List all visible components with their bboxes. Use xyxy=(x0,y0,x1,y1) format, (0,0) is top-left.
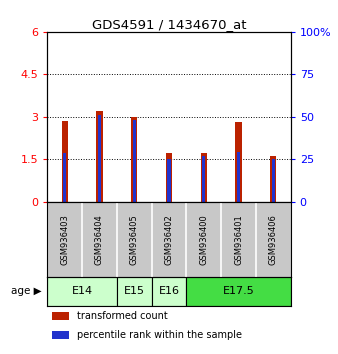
Text: GSM936401: GSM936401 xyxy=(234,214,243,265)
Title: GDS4591 / 1434670_at: GDS4591 / 1434670_at xyxy=(92,18,246,31)
Bar xyxy=(131,117,137,202)
Bar xyxy=(52,312,69,320)
Bar xyxy=(167,159,171,202)
Text: age ▶: age ▶ xyxy=(11,286,42,296)
Bar xyxy=(166,153,172,202)
Bar xyxy=(117,277,152,306)
Bar xyxy=(186,277,291,306)
Bar xyxy=(98,115,101,202)
Bar xyxy=(52,331,69,339)
Bar xyxy=(235,122,242,202)
Bar xyxy=(272,159,275,202)
Text: E16: E16 xyxy=(159,286,179,296)
Bar xyxy=(202,156,205,202)
Bar xyxy=(62,121,68,202)
Bar xyxy=(237,152,240,202)
Bar xyxy=(63,153,66,202)
Bar xyxy=(47,277,117,306)
Text: GSM936403: GSM936403 xyxy=(60,214,69,265)
Text: GSM936400: GSM936400 xyxy=(199,214,208,265)
Bar xyxy=(270,156,276,202)
Bar xyxy=(133,120,136,202)
Bar xyxy=(152,277,186,306)
Bar xyxy=(201,153,207,202)
Text: E15: E15 xyxy=(124,286,145,296)
Text: GSM936406: GSM936406 xyxy=(269,214,278,265)
Text: GSM936404: GSM936404 xyxy=(95,214,104,265)
Text: E14: E14 xyxy=(72,286,93,296)
Text: percentile rank within the sample: percentile rank within the sample xyxy=(76,330,242,340)
Text: transformed count: transformed count xyxy=(76,311,167,321)
Text: E17.5: E17.5 xyxy=(223,286,255,296)
Text: GSM936402: GSM936402 xyxy=(165,214,173,265)
Bar xyxy=(96,111,103,202)
Text: GSM936405: GSM936405 xyxy=(130,214,139,265)
